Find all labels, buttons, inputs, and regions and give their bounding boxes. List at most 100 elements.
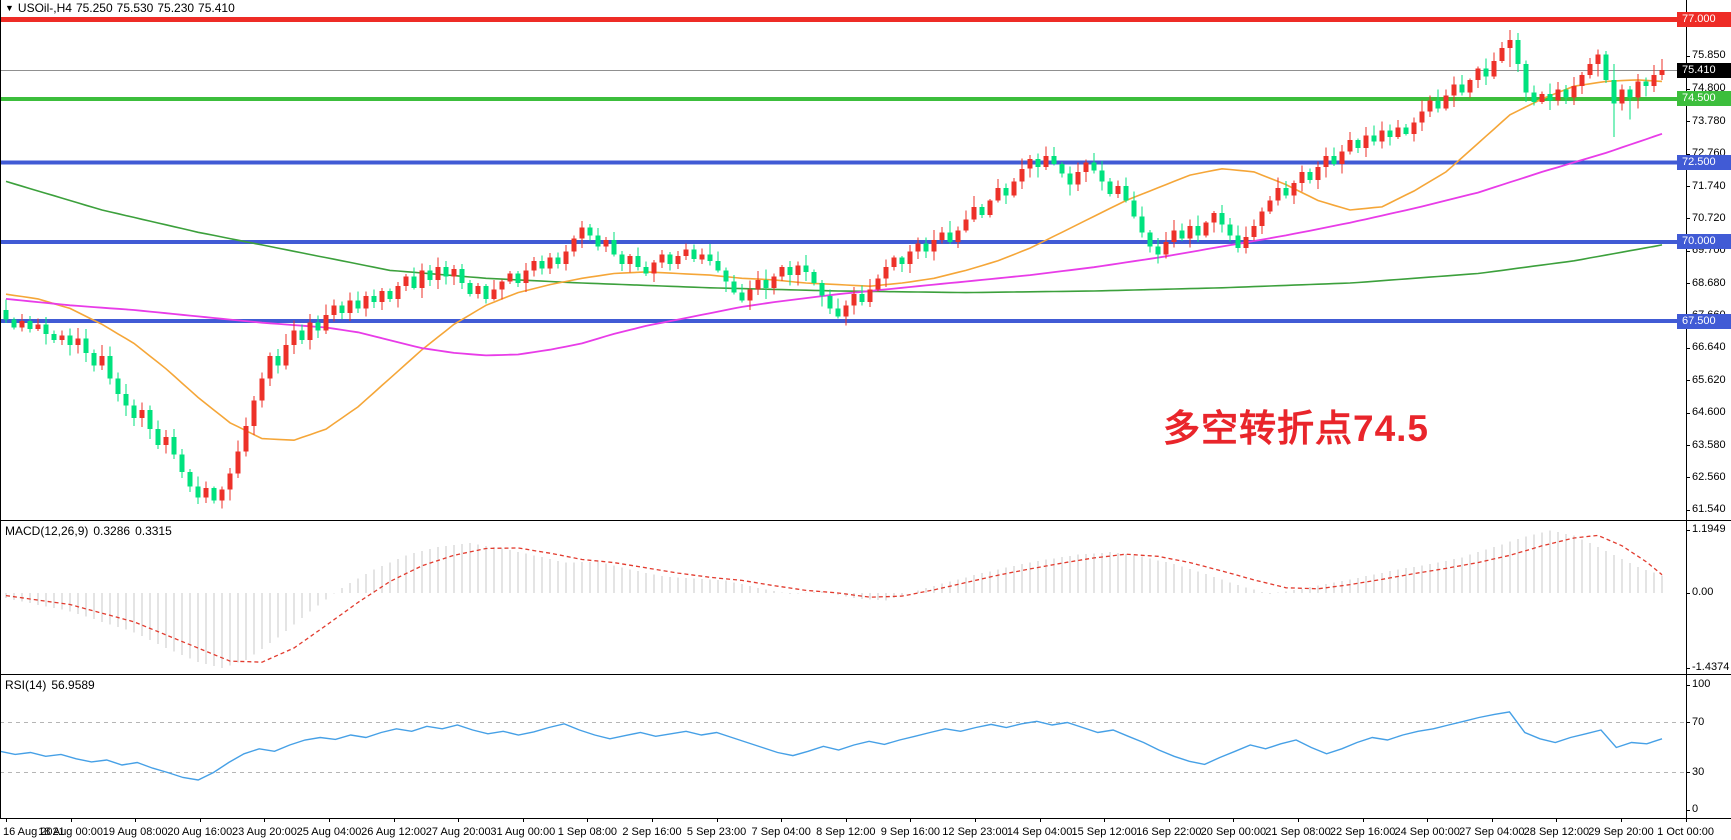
candle-body [1243, 237, 1249, 249]
candle-body [955, 230, 961, 242]
candle-body [171, 437, 177, 455]
rsi-tick-label: 70 [1692, 715, 1705, 728]
macd-tick-label: 0.00 [1692, 586, 1714, 598]
candle-body [363, 295, 369, 309]
time-tick-mark [522, 818, 524, 822]
candle-body [1187, 225, 1193, 239]
time-label: 24 Sep 00:00 [1394, 826, 1460, 838]
candle-body [43, 324, 49, 334]
time-tick-mark [458, 818, 460, 822]
candle-body [427, 270, 433, 280]
candle-body [651, 262, 657, 274]
candle-body [1147, 232, 1153, 247]
time-tick-mark [1685, 818, 1687, 822]
time-tick-mark [1427, 818, 1429, 822]
time-tick-mark [1556, 818, 1558, 822]
ma-green-line [5, 180, 1663, 294]
candle-body [1003, 187, 1009, 196]
candle-body [75, 338, 81, 345]
candle-body [163, 437, 169, 445]
time-tick-mark [1621, 818, 1622, 822]
candle-body [1547, 94, 1553, 101]
left-border [0, 0, 1, 818]
rsi-chart-canvas[interactable] [0, 675, 1686, 818]
candle-body [1035, 159, 1041, 168]
candle-body [723, 270, 729, 282]
candle-body [1595, 54, 1601, 64]
price-axis-labels: 76.87075.85074.80073.78072.76071.74070.7… [1677, 0, 1731, 840]
candle-body [11, 319, 17, 328]
candle-body [1459, 84, 1465, 93]
axis-tick-mark [1686, 509, 1690, 511]
candle-body [331, 305, 337, 315]
time-tick-mark [329, 818, 330, 822]
candle-body [99, 356, 105, 366]
candle-body [1507, 40, 1513, 49]
level-line-74.5 [0, 96, 1686, 101]
time-tick-mark [1298, 818, 1299, 822]
macd-name: MACD(12,26,9) [5, 524, 89, 538]
time-label: 12 Sep 23:00 [942, 826, 1008, 838]
candle-body [739, 292, 745, 301]
candle-body [1195, 225, 1201, 236]
price-tick-label: 68.680 [1692, 276, 1726, 289]
candle-body [963, 219, 969, 231]
time-label: 5 Sep 23:00 [686, 826, 747, 838]
time-label: 1 Sep 08:00 [557, 826, 618, 838]
time-label: 22 Sep 16:00 [1329, 826, 1396, 838]
time-label: 27 Aug 20:00 [425, 826, 491, 838]
candle-body [667, 254, 673, 264]
time-label: 2 Sep 16:00 [622, 826, 682, 838]
candle-body [1579, 75, 1585, 87]
time-tick-mark [910, 818, 912, 822]
candle-body [835, 308, 841, 317]
time-label: 28 Sep 12:00 [1523, 826, 1590, 838]
candle-body [603, 240, 609, 247]
candle-body [315, 322, 321, 331]
candle-body [987, 200, 993, 215]
time-label: 31 Aug 00:00 [490, 826, 556, 838]
axis-tick-mark [1686, 186, 1690, 188]
candle-body [947, 232, 953, 242]
time-tick-mark [845, 818, 847, 822]
macd-chart-canvas[interactable] [0, 521, 1686, 673]
candle-body [1107, 181, 1113, 195]
price-chart-canvas[interactable] [0, 0, 1686, 520]
candle-body [83, 338, 89, 353]
candle-body [1539, 94, 1545, 102]
candle-body [995, 187, 1001, 201]
main-price-pane[interactable] [0, 0, 1686, 520]
candle-body [843, 305, 849, 317]
price-badge-72.500: 72.500 [1677, 154, 1731, 170]
candle-body [1043, 156, 1049, 168]
candle-body [323, 314, 329, 331]
candle-body [1571, 86, 1577, 98]
candle-body [443, 267, 449, 277]
rsi-pane[interactable] [0, 675, 1686, 818]
candle-body [59, 335, 65, 341]
candle-body [1387, 130, 1393, 137]
candle-body [403, 276, 409, 287]
time-tick-mark [1233, 818, 1235, 822]
price-tick-label: 71.740 [1692, 179, 1726, 192]
macd-value-main: 0.3286 [93, 524, 131, 538]
candle-body [387, 291, 393, 299]
candle-body [643, 267, 649, 274]
candle-body [907, 251, 913, 264]
time-label: 1 Oct 00:00 [1657, 826, 1715, 838]
candle-body [611, 240, 617, 255]
price-tick-label: 65.620 [1692, 373, 1726, 386]
price-badge-75.410: 75.410 [1677, 62, 1731, 78]
axis-tick-mark [1686, 667, 1690, 669]
axis-tick-mark [1686, 445, 1690, 447]
time-label: 8 Sep 12:00 [816, 826, 876, 838]
candle-body [219, 489, 225, 501]
candle-body [1227, 224, 1233, 236]
macd-pane[interactable] [0, 521, 1686, 673]
axis-tick-mark [1686, 250, 1690, 252]
candle-body [1515, 40, 1521, 64]
candle-body [1627, 89, 1633, 98]
time-label: 15 Sep 12:00 [1071, 826, 1137, 838]
candle-body [291, 330, 297, 345]
